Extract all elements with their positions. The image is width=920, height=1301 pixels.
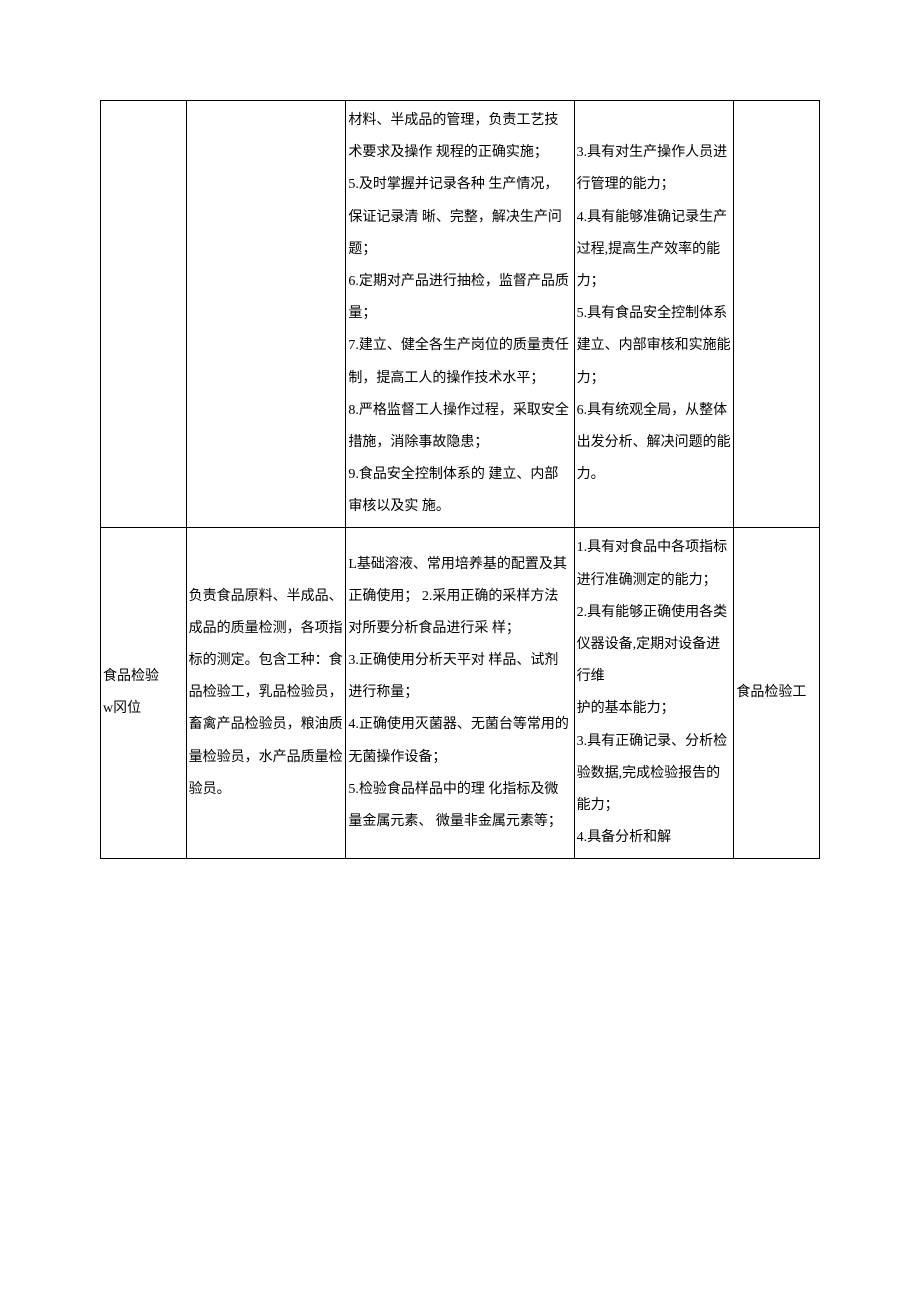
cell-r0-c1 <box>101 101 187 528</box>
table-row: 材料、半成品的管理，负责工艺技术要求及操作 规程的正确实施；5.及时掌握并记录各… <box>101 101 820 528</box>
cell-r0-c4: 3.具有对生产操作人员进行管理的能力；4.具有能够准确记录生产过程,提高生产效率… <box>574 101 734 528</box>
cell-r1-c2: 负责食品原料、半成品、成品的质量检测，各项指标的测定。包含工种：食品检验工，乳品… <box>186 528 346 859</box>
job-table: 材料、半成品的管理，负责工艺技术要求及操作 规程的正确实施；5.及时掌握并记录各… <box>100 100 820 859</box>
document-page: 材料、半成品的管理，负责工艺技术要求及操作 规程的正确实施；5.及时掌握并记录各… <box>0 0 920 899</box>
cell-r0-c2 <box>186 101 346 528</box>
cell-r1-c1: 食品检验w冈位 <box>101 528 187 859</box>
cell-r1-c5: 食品检验工 <box>734 528 820 859</box>
cell-r0-c3: 材料、半成品的管理，负责工艺技术要求及操作 规程的正确实施；5.及时掌握并记录各… <box>346 101 574 528</box>
table-row: 食品检验w冈位 负责食品原料、半成品、成品的质量检测，各项指标的测定。包含工种：… <box>101 528 820 859</box>
cell-r1-c3: L基础溶液、常用培养基的配置及其正确使用； 2.采用正确的采样方法 对所要分析食… <box>346 528 574 859</box>
cell-r1-c4: 1.具有对食品中各项指标进行准确测定的能力；2.具有能够正确使用各类仪器设备,定… <box>574 528 734 859</box>
cell-r0-c5 <box>734 101 820 528</box>
